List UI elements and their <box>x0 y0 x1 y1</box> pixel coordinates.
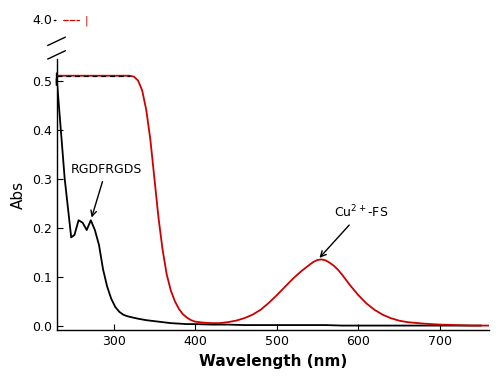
Y-axis label: Abs: Abs <box>11 180 26 209</box>
Text: |: | <box>84 15 88 26</box>
Text: Cu$^{2+}$-FS: Cu$^{2+}$-FS <box>320 204 388 257</box>
Text: 4.0: 4.0 <box>32 14 52 27</box>
Text: RGDFRGDS: RGDFRGDS <box>70 163 142 216</box>
X-axis label: Wavelength (nm): Wavelength (nm) <box>198 354 347 369</box>
